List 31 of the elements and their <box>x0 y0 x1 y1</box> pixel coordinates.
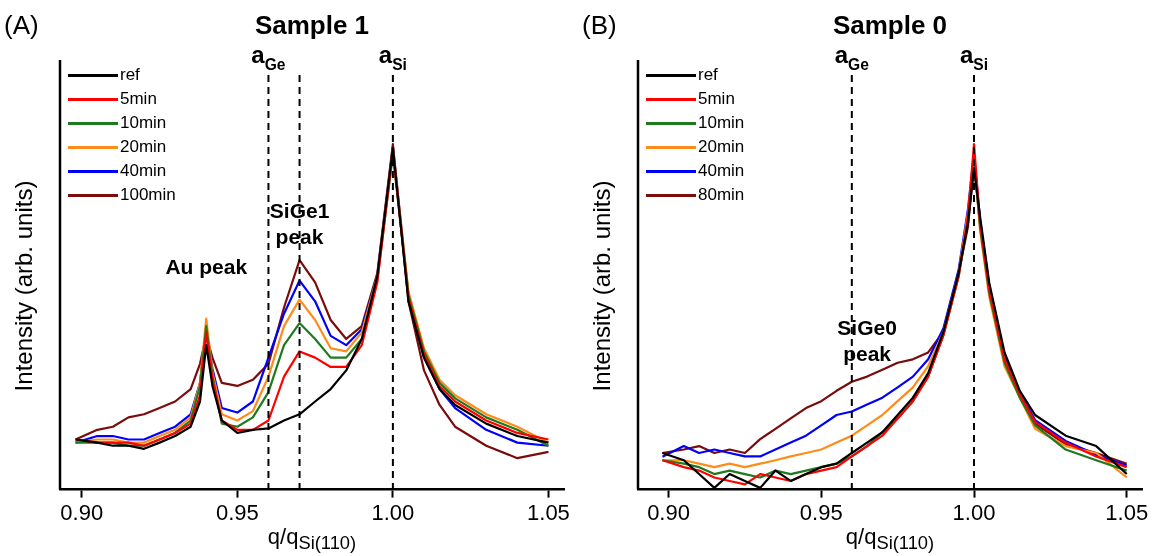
legend-label: 10min <box>698 112 745 134</box>
annotation: SiGe1 peak <box>269 199 330 249</box>
x-tick-label: 0.95 <box>799 499 843 525</box>
legend-label: ref <box>698 64 718 86</box>
chart-title: Sample 1 <box>253 10 371 41</box>
legend-label: 10min <box>120 112 167 134</box>
legend-label: 80min <box>698 184 745 206</box>
x-tick-label: 0.90 <box>60 499 104 525</box>
legend-label: 20min <box>698 136 745 158</box>
chart-title: Sample 0 <box>831 10 949 41</box>
legend-label: 5min <box>120 88 157 110</box>
x-tick-label: 0.90 <box>647 499 690 525</box>
legend-label: 40min <box>698 160 745 182</box>
annotation: SiGe0 peak <box>837 315 897 365</box>
x-axis-title: q/q$_{Si(110)}$ <box>844 523 936 555</box>
text: (B) <box>582 10 617 41</box>
y-axis-title: Intensity (arb. units) <box>587 180 616 391</box>
legend-label: 5min <box>698 88 735 110</box>
x-tick-label: 1.05 <box>527 499 570 525</box>
x-tick-label: 1.00 <box>952 499 996 525</box>
x-axis-title: q/q$_{Si(110)}$ <box>266 523 358 555</box>
legend-label: 100min <box>120 184 176 206</box>
y-axis-title: Intensity (arb. units) <box>9 180 38 391</box>
legend-label: 20min <box>120 136 167 158</box>
x-tick-label: 1.05 <box>1105 499 1149 525</box>
x-tick-label: 1.00 <box>371 499 415 525</box>
legend-label: ref <box>120 64 140 86</box>
annotation: Au peak <box>165 254 248 278</box>
legend-label: 40min <box>120 160 167 182</box>
x-tick-label: 0.95 <box>215 499 259 525</box>
text: (A) <box>4 10 39 41</box>
